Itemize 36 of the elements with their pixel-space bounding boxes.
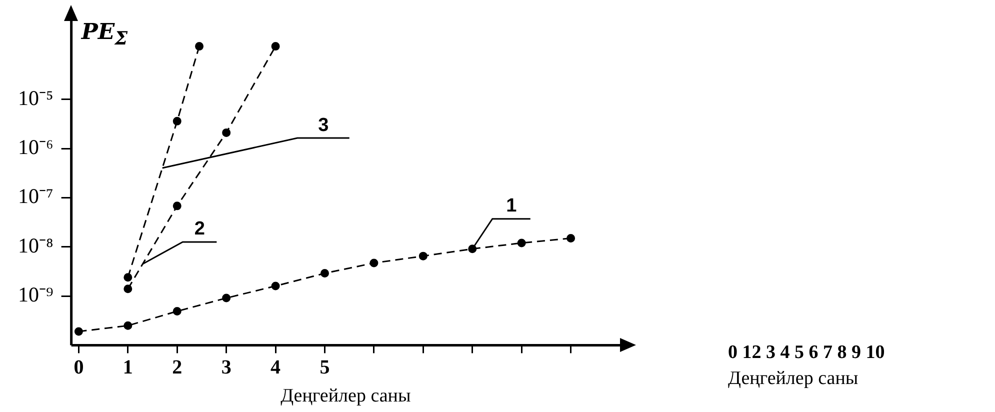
y-tick-label: 10⁻⁷ [18, 184, 54, 208]
x-tick-label: 5 [320, 356, 330, 378]
point [566, 234, 576, 242]
y-tick-label: 10⁻⁵ [18, 86, 54, 110]
x-axis-title: Деңгейлер саны [280, 386, 411, 407]
y-tick-label: 10⁻⁸ [18, 233, 54, 258]
series-label: 1 [506, 196, 518, 217]
point [370, 258, 378, 268]
text: 3 [318, 114, 329, 136]
point [172, 202, 182, 210]
point [468, 244, 477, 254]
text: 0 12 3 4 5 6 7 8 9 10 [728, 341, 885, 365]
point [418, 252, 428, 260]
point [271, 42, 280, 51]
x-tick-label: 2 [172, 356, 182, 378]
point [74, 327, 83, 336]
x-tick-label: 4 [270, 356, 281, 378]
y-tick-label: 10⁻⁹ [18, 282, 54, 307]
point [124, 273, 132, 282]
series-label: 2 [194, 218, 205, 240]
point [320, 269, 329, 278]
point [172, 307, 182, 316]
y-tick-label: 10⁻⁶ [18, 135, 54, 160]
point [517, 238, 526, 248]
y-axis-title: PE$_{Σ}$ [81, 18, 128, 49]
point [222, 294, 231, 302]
text: Деңгейлер саны [728, 367, 860, 391]
point [271, 282, 280, 290]
point [124, 284, 132, 294]
point [222, 128, 231, 137]
point [195, 42, 204, 51]
x-tick-label: 0 [74, 356, 84, 378]
x-tick-label: 3 [221, 356, 232, 378]
point [172, 116, 182, 126]
point [124, 321, 132, 330]
x-tick-label: 1 [122, 356, 133, 378]
